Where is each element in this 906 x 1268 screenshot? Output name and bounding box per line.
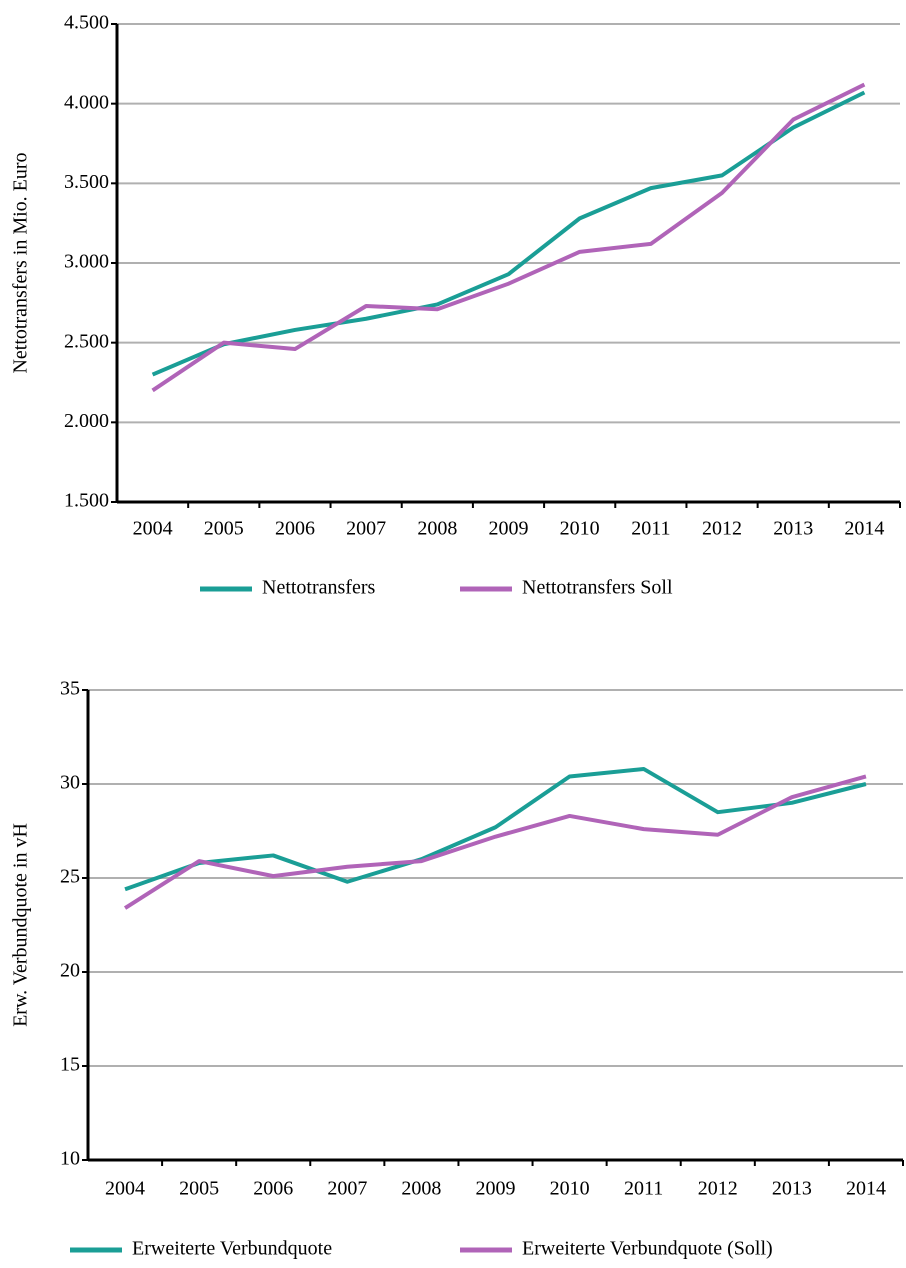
x-tick-label: 2004 [133, 518, 173, 540]
x-tick-label: 2008 [401, 1178, 441, 1200]
x-tick-label: 2006 [253, 1178, 293, 1200]
legend-label: Nettotransfers [262, 577, 376, 599]
y-tick-label: 10 [60, 1148, 80, 1170]
x-tick-label: 2008 [417, 518, 457, 540]
y-tick-label: 1.500 [64, 490, 109, 512]
series-line [151, 82, 866, 393]
x-tick-label: 2014 [846, 1178, 886, 1200]
y-tick-label: 3.500 [64, 171, 109, 193]
x-tick-label: 2012 [698, 1178, 738, 1200]
legend-label: Nettotransfers Soll [522, 577, 673, 599]
y-tick-label: 25 [60, 866, 80, 888]
y-tick-label: 3.000 [64, 251, 109, 273]
x-tick-label: 2007 [327, 1178, 367, 1200]
x-tick-label: 2006 [275, 518, 315, 540]
series-line [151, 90, 866, 377]
x-tick-label: 2011 [631, 518, 670, 540]
y-tick-label: 20 [60, 960, 80, 982]
x-tick-label: 2009 [489, 518, 529, 540]
y-tick-label: 35 [60, 678, 80, 700]
x-tick-label: 2010 [560, 518, 600, 540]
legend-label: Erweiterte Verbundquote (Soll) [522, 1238, 773, 1260]
x-tick-label: 2011 [624, 1178, 663, 1200]
y-tick-label: 2.000 [64, 410, 109, 432]
x-tick-label: 2004 [105, 1178, 145, 1200]
y-tick-label: 30 [60, 772, 80, 794]
series-line [123, 774, 867, 910]
y-tick-label: 4.500 [64, 12, 109, 34]
y-tick-label: 2.500 [64, 330, 109, 352]
x-tick-label: 2005 [179, 1178, 219, 1200]
legend-label: Erweiterte Verbundquote [132, 1238, 332, 1260]
y-tick-label: 15 [60, 1054, 80, 1076]
x-tick-label: 2012 [702, 518, 742, 540]
x-tick-label: 2014 [844, 518, 884, 540]
x-tick-label: 2009 [476, 1178, 516, 1200]
x-tick-label: 2010 [550, 1178, 590, 1200]
x-tick-label: 2013 [772, 1178, 812, 1200]
y-tick-label: 4.000 [64, 91, 109, 113]
x-tick-label: 2013 [773, 518, 813, 540]
y-axis-title: Nettotransfers in Mio. Euro [10, 152, 32, 373]
x-tick-label: 2007 [346, 518, 386, 540]
x-tick-label: 2005 [204, 518, 244, 540]
y-axis-title: Erw. Verbundquote in vH [10, 823, 32, 1027]
series-line [124, 766, 867, 892]
